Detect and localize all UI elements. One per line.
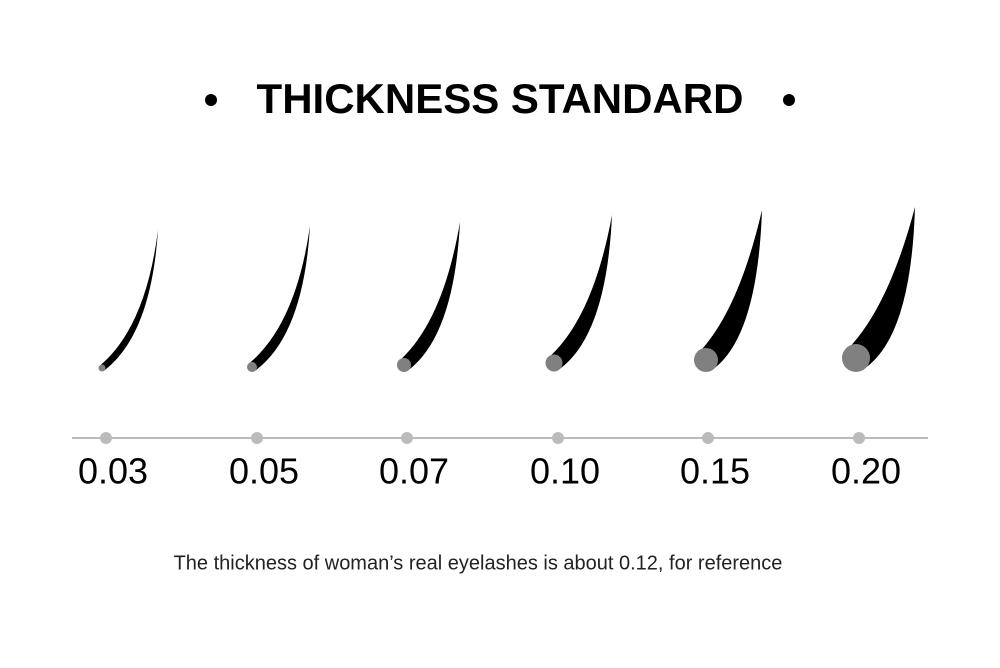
scale-dot	[401, 432, 413, 444]
thickness-label: 0.20	[831, 451, 901, 492]
eyelash-base	[842, 344, 870, 372]
eyelash-base	[545, 354, 563, 372]
eyelash	[551, 215, 612, 369]
eyelash	[401, 222, 460, 370]
title: THICKNESS STANDARD	[257, 75, 744, 122]
eyelash	[250, 226, 310, 371]
thickness-label: 0.07	[379, 451, 449, 492]
scale-dot	[853, 432, 865, 444]
thickness-label: 0.05	[229, 451, 299, 492]
thickness-label: 0.03	[78, 451, 148, 492]
eyelash-base	[247, 362, 257, 372]
scale-dot	[552, 432, 564, 444]
scale-dot	[702, 432, 714, 444]
eyelash-base	[694, 348, 718, 372]
eyelash-base	[98, 364, 106, 372]
thickness-label: 0.10	[530, 451, 600, 492]
note: The thickness of woman’s real eyelashes …	[174, 552, 783, 574]
thickness-label: 0.15	[680, 451, 750, 492]
title-bullet	[783, 94, 795, 106]
eyelash	[851, 207, 915, 368]
scale-dot	[100, 432, 112, 444]
title-bullet	[205, 94, 217, 106]
scale-dot	[251, 432, 263, 444]
eyelash-base	[397, 358, 411, 372]
eyelash	[100, 230, 158, 371]
